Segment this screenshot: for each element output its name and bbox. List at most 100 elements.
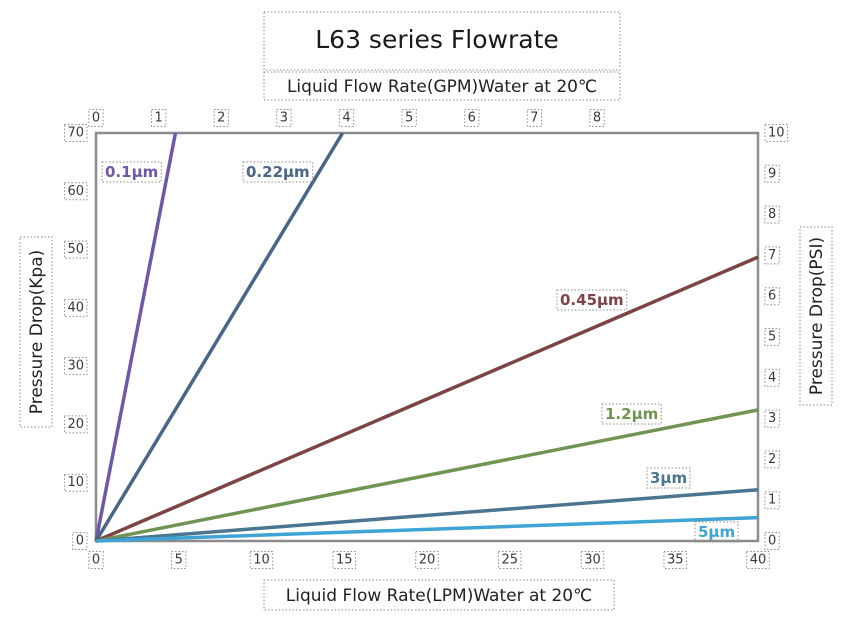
left-axis-label: Pressure Drop(Kpa) [27,250,47,415]
y-right-tick-label: 9 [764,164,780,183]
svg-text:8: 8 [593,111,601,126]
svg-text:6: 6 [468,111,476,126]
svg-text:5: 5 [405,111,413,126]
chart-title-box [263,11,621,71]
svg-text:6: 6 [768,289,776,304]
series-label: 3μm [646,467,691,489]
svg-text:10: 10 [67,475,84,490]
x-top-tick-label: 6 [464,109,480,127]
x-bottom-tick-label: 35 [663,551,688,569]
svg-text:0.1μm: 0.1μm [105,163,158,181]
svg-text:4: 4 [342,111,350,126]
x-top-tick-label: 4 [338,109,355,127]
series-line [95,255,759,543]
svg-text:2: 2 [217,111,225,126]
svg-text:9: 9 [768,166,776,181]
y-left-tick-label: 10 [63,473,88,492]
svg-text:0: 0 [76,534,84,549]
series-line [95,515,759,543]
plot-frame [94,131,760,543]
series-label: 0.22μm [242,161,314,183]
y-right-tick-label: 10 [764,124,789,142]
y-left-tick-label: 20 [63,415,88,434]
bottom-axis-label: Liquid Flow Rate(LPM)Water at 20℃ [286,586,592,606]
series-labels: 0.1μm 0.22μm 0.45μm 1.2μm 3μm 5μm [101,161,739,543]
svg-text:0: 0 [92,553,100,568]
y-left-tick-label: 70 [63,124,88,142]
svg-text:20: 20 [67,417,84,432]
svg-text:7: 7 [768,248,776,263]
svg-text:35: 35 [667,553,684,568]
x-bottom-tick-label: 25 [497,551,522,569]
y-right-tick-label: 3 [764,409,780,428]
y-left-tick-label: 40 [63,298,88,317]
svg-text:2: 2 [768,452,776,467]
tick-labels: 0 5 10 15 20 25 30 35 400 1 2 3 4 5 6 7 8010203040506070… [63,109,789,569]
bottom-axis-label-box [263,579,615,611]
y-right-tick-label: 0 [764,532,780,550]
y-left-tick-label: 30 [63,357,88,376]
right-axis-label: Pressure Drop(PSI) [807,237,827,395]
svg-text:30: 30 [584,553,601,568]
x-top-tick-label: 8 [589,109,605,127]
x-top-tick-label: 1 [150,109,167,127]
svg-text:0: 0 [768,534,776,549]
svg-text:3: 3 [280,111,288,126]
x-bottom-tick-label: 10 [249,551,274,569]
series-label: 0.45μm [556,289,628,311]
left-axis-label-box [19,236,53,428]
chart-title: L63 series Flowrate [315,25,559,54]
y-right-tick-label: 8 [764,205,780,224]
series-label: 0.1μm [101,161,162,183]
y-left-tick-label: 60 [63,182,88,201]
y-right-tick-label: 7 [764,246,780,265]
svg-text:60: 60 [67,184,84,199]
svg-text:1: 1 [154,111,162,126]
y-right-tick-label: 1 [764,491,780,510]
series-line [94,132,178,542]
svg-text:4: 4 [768,370,776,385]
x-top-tick-label: 5 [401,109,417,127]
svg-text:25: 25 [501,553,518,568]
y-right-tick-label: 5 [764,328,780,346]
x-bottom-tick-label: 0 [88,551,104,569]
svg-text:40: 40 [67,300,84,315]
y-right-tick-label: 6 [764,287,780,306]
svg-text:40: 40 [750,553,767,568]
svg-text:7: 7 [530,111,538,126]
svg-text:30: 30 [67,359,84,374]
top-axis-label-box [263,71,621,101]
top-axis-label: Liquid Flow Rate(GPM)Water at 20℃ [287,77,597,97]
series-line [95,408,759,543]
y-left-tick-label: 50 [63,240,88,259]
x-bottom-tick-label: 20 [415,551,439,569]
series-line [94,132,345,542]
svg-text:5μm: 5μm [698,523,735,541]
series-label: 1.2μm [601,403,662,425]
svg-text:0: 0 [92,111,100,126]
svg-text:5: 5 [768,330,776,345]
x-top-tick-label: 7 [526,109,543,127]
svg-text:50: 50 [67,242,84,257]
y-right-tick-label: 2 [764,450,780,469]
series-line [95,487,759,543]
svg-text:1: 1 [768,493,776,508]
series-label: 5μm [694,521,739,543]
svg-text:3: 3 [768,411,776,426]
y-right-tick-label: 4 [764,368,780,387]
y-left-tick-label: 0 [72,532,88,550]
svg-text:8: 8 [768,207,776,222]
svg-text:3μm: 3μm [650,469,687,487]
x-top-tick-label: 0 [88,109,104,127]
svg-text:20: 20 [419,553,436,568]
svg-text:70: 70 [67,126,84,141]
svg-text:0.22μm: 0.22μm [246,163,310,181]
series-lines [94,132,759,543]
svg-text:15: 15 [336,553,353,568]
svg-text:10: 10 [253,553,270,568]
x-top-tick-label: 3 [276,109,292,127]
x-bottom-tick-label: 40 [746,551,770,569]
svg-text:5: 5 [175,553,183,568]
svg-text:0.45μm: 0.45μm [560,291,624,309]
